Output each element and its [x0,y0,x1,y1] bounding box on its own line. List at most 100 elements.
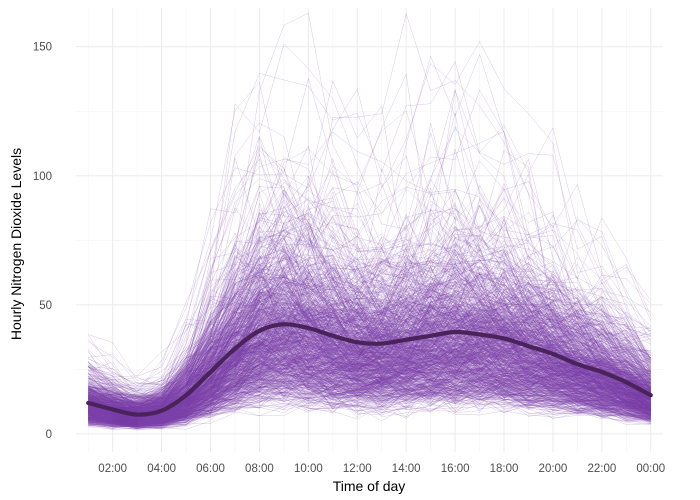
individual-series-line [88,12,651,388]
individual-series-line [88,262,651,404]
individual-series-line [88,341,651,424]
individual-series-line [88,212,651,389]
individual-series-line [88,223,651,416]
individual-series-line [88,220,651,406]
individual-series-line [88,287,651,414]
individual-series-line [88,274,651,405]
individual-series-line [88,230,651,408]
individual-series-line [88,316,651,411]
individual-series-line [88,345,651,424]
individual-series-line [88,324,651,422]
individual-series-line [88,89,651,404]
individual-series-line [88,243,651,408]
individual-series-line [88,276,651,404]
individual-series-line [88,360,651,424]
individual-series-line [88,167,651,410]
individual-series-line [88,370,651,426]
individual-series-line [88,281,651,412]
individual-series-line [88,355,651,425]
individual-series-line [88,365,651,420]
individual-series-line [88,261,651,404]
individual-series-line [88,387,651,430]
individual-series-line [88,88,652,393]
individual-series-line [88,271,651,411]
individual-series-line [88,318,651,409]
individual-series-line [88,306,651,404]
individual-series-line [88,283,651,429]
individual-series-line [88,204,652,398]
individual-series-line [88,330,651,426]
individual-series-line [88,342,651,422]
individual-series-line [88,336,651,425]
individual-series-line [88,366,651,426]
individual-series-line [88,301,651,422]
individual-series-line [88,287,651,423]
individual-series-line [88,284,651,419]
individual-series-line [88,371,651,424]
individual-series-line [88,238,651,404]
individual-series-line [88,312,651,421]
individual-series-line [88,306,651,419]
individual-series-line [88,334,651,425]
individual-series-line [88,357,651,423]
individual-series-line [88,331,651,418]
individual-series-line [88,322,651,420]
individual-series-line [88,276,651,414]
individual-series-line [88,311,651,419]
individual-series-line [88,369,651,427]
individual-series-line [88,89,651,386]
individual-series-line [88,285,651,409]
individual-series-line [88,342,651,417]
individual-series-line [88,370,651,426]
individual-series-line [88,324,651,426]
individual-series-line [88,358,651,426]
individual-series-line [88,342,651,426]
individual-series-line [88,352,651,425]
individual-series-line [88,368,651,420]
individual-series-line [88,346,651,427]
individual-series-line [88,371,651,427]
individual-series-line [88,178,651,391]
individual-series-line [88,266,651,419]
individual-series-line [88,324,651,418]
individual-series-line [88,379,651,429]
individual-series-line [88,281,651,420]
individual-series-line [88,272,651,415]
individual-series-line [88,297,651,416]
individual-series-line [88,305,651,418]
individual-series-line [88,330,651,422]
individual-series-line [88,336,651,425]
individual-series-line [88,297,651,417]
individual-series-line [88,318,651,421]
individual-series-line [88,397,651,429]
individual-series-line [88,300,651,418]
individual-series-line [88,329,651,421]
individual-series-line [88,275,651,413]
individual-series-line [88,355,651,420]
individual-series-line [88,306,651,413]
individual-series-line [88,306,651,419]
individual-series-line [88,291,651,418]
individual-series-line [88,283,651,412]
individual-series-line [88,348,651,423]
individual-series-line [88,283,651,413]
individual-series-line [88,316,651,412]
individual-series-line [88,308,651,417]
individual-series-line [88,365,651,423]
individual-series-line [88,383,651,428]
individual-series-line [88,324,651,421]
individual-series-line [88,346,651,424]
individual-series-line [88,376,651,426]
individual-series-line [88,301,651,417]
individual-series-line [88,360,651,427]
individual-series-line [88,369,651,425]
individual-series-line [88,320,651,425]
x-tick-label: 00:00 [636,463,665,475]
individual-series-line [88,309,651,419]
individual-series-line [88,318,651,417]
individual-series-line [88,80,651,386]
individual-series-line [88,367,651,428]
individual-series-line [88,373,651,428]
individual-series-line [88,263,651,419]
individual-series-line [88,351,651,422]
